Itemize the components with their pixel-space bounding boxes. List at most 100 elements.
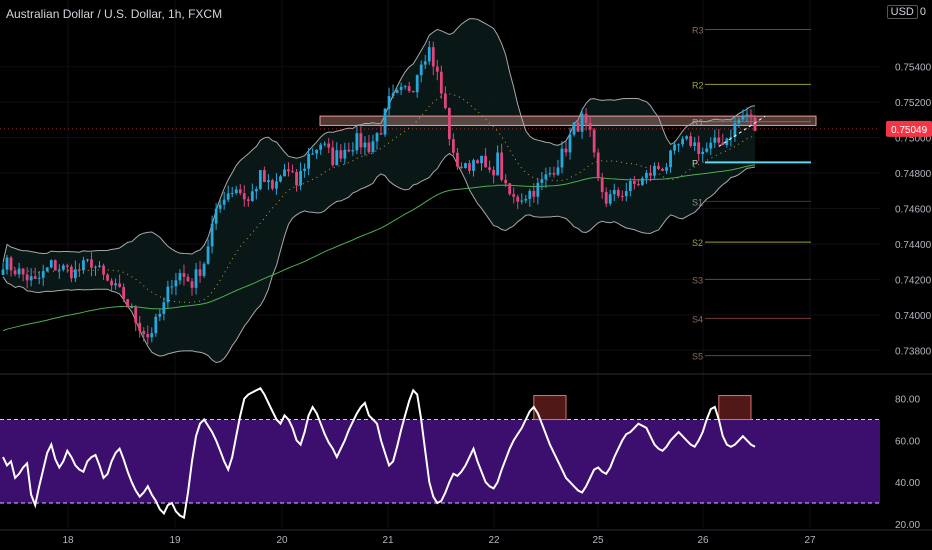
candle[interactable] [576,120,580,132]
candle[interactable] [339,144,343,163]
candle[interactable] [335,142,339,166]
candle[interactable] [685,135,689,141]
candle[interactable] [705,142,709,153]
candle[interactable] [78,263,81,278]
candle[interactable] [375,132,379,150]
candle[interactable] [214,203,218,230]
candle[interactable] [387,87,391,117]
candle[interactable] [190,278,194,296]
candle[interactable] [170,279,174,295]
candle[interactable] [512,187,516,204]
candle[interactable] [649,165,652,182]
candle[interactable] [234,185,238,195]
candle[interactable] [126,299,130,308]
candle[interactable] [347,142,351,153]
candle[interactable] [697,135,701,162]
candle[interactable] [174,272,178,296]
candle[interactable] [669,149,672,173]
candle[interactable] [154,313,158,337]
candle[interactable] [355,125,359,155]
candle[interactable] [25,267,29,289]
price-axis[interactable]: 0.75400 0.75200 0.75000 0.74800 0.74600 0.744… [886,63,932,531]
candle[interactable] [520,193,524,205]
candle[interactable] [182,264,186,286]
candle[interactable] [29,268,33,287]
candle[interactable] [472,158,475,177]
candle[interactable] [741,109,745,122]
candle[interactable] [202,261,206,278]
candle[interactable] [134,305,138,332]
candle[interactable] [632,175,636,190]
candle[interactable] [242,185,246,207]
candle[interactable] [411,90,415,93]
candle[interactable] [693,136,697,152]
candle[interactable] [600,172,604,199]
candle[interactable] [118,274,122,288]
candle[interactable] [279,174,282,183]
candle[interactable] [254,186,258,200]
candle[interactable] [122,283,126,302]
candle[interactable] [427,40,431,65]
candle[interactable] [709,137,713,156]
candle[interactable] [681,136,685,148]
candle[interactable] [106,273,109,282]
candle[interactable] [713,129,717,148]
candle[interactable] [508,183,512,196]
candle[interactable] [636,178,640,187]
candle[interactable] [536,178,540,205]
candle[interactable] [210,215,214,254]
candle[interactable] [737,117,741,128]
candle[interactable] [439,65,443,99]
candle[interactable] [162,297,166,321]
candle[interactable] [532,183,536,203]
candle[interactable] [480,155,483,171]
candle[interactable] [319,142,323,155]
candle[interactable] [399,82,403,96]
candle[interactable] [307,147,311,176]
candle[interactable] [226,185,230,203]
candle[interactable] [291,164,294,174]
candle[interactable] [488,160,491,173]
candle[interactable] [596,148,600,182]
candle[interactable] [391,84,395,99]
candle[interactable] [725,137,729,148]
candle[interactable] [206,239,210,265]
candle[interactable] [496,145,500,176]
candle[interactable] [552,166,556,178]
candle[interactable] [41,264,45,286]
resistance-zone-box[interactable] [319,115,817,126]
candle[interactable] [299,162,302,191]
candle[interactable] [665,162,668,175]
candle[interactable] [612,183,616,202]
candle[interactable] [94,265,97,276]
candle[interactable] [230,186,234,198]
candle[interactable] [295,169,298,192]
candle[interactable] [150,327,154,343]
candle[interactable] [544,167,548,188]
candle[interactable] [17,262,21,279]
candle[interactable] [198,260,202,283]
candle[interactable] [53,259,57,271]
candle[interactable] [415,74,419,98]
candle[interactable] [90,252,93,277]
candle[interactable] [283,163,286,177]
candle[interactable] [729,129,733,147]
candle[interactable] [275,173,278,195]
current-price-badge[interactable] [886,120,932,137]
candle[interactable] [114,278,117,290]
candle[interactable] [57,264,61,279]
candle[interactable] [572,122,576,137]
candle[interactable] [447,107,451,146]
candle[interactable] [423,54,427,70]
candle[interactable] [677,143,680,152]
candle[interactable] [238,184,242,196]
candle[interactable] [588,115,592,137]
candle[interactable] [351,142,355,156]
candle[interactable] [564,141,568,157]
candle[interactable] [146,325,150,345]
candle[interactable] [9,255,13,277]
candle[interactable] [343,142,347,165]
candle[interactable] [733,116,737,142]
candle[interactable] [262,166,266,183]
candle[interactable] [21,267,25,282]
